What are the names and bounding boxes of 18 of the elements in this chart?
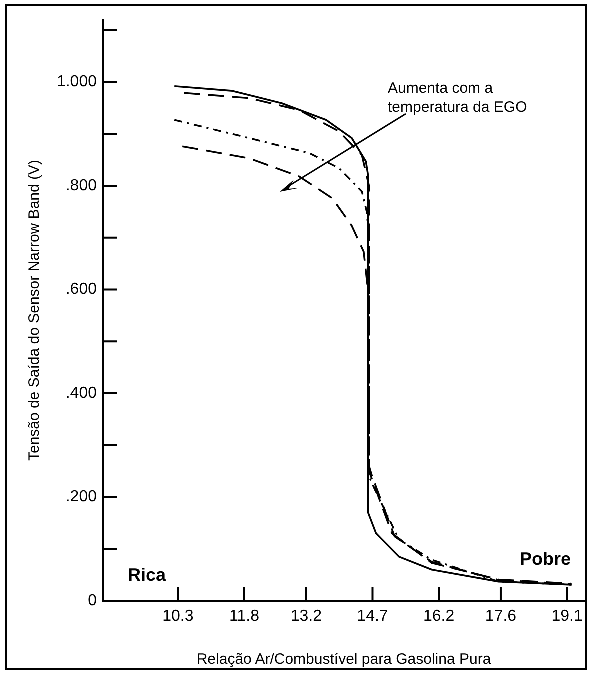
x-tick-label: 19.1 bbox=[552, 608, 583, 626]
annotation: Rica bbox=[128, 564, 166, 586]
x-tick-label: 16.2 bbox=[424, 608, 455, 626]
y-tick-label: .200 bbox=[66, 488, 98, 506]
annotation: Aumenta com a temperatura da EGO bbox=[388, 80, 528, 118]
y-axis-title: Tensão de Saída do Sensor Narrow Band (V) bbox=[26, 160, 44, 462]
x-tick-label: 11.8 bbox=[230, 608, 260, 626]
annotation: Pobre bbox=[520, 548, 572, 570]
x-tick-label: 10.3 bbox=[162, 608, 194, 626]
y-tick-label: .400 bbox=[66, 384, 98, 402]
x-tick-label: 13.2 bbox=[290, 608, 322, 626]
x-axis-title: Relação Ar/Combustível para Gasolina Pura bbox=[196, 651, 492, 668]
x-tick-label: 14.7 bbox=[357, 608, 388, 626]
y-tick-label: 0 bbox=[88, 592, 98, 610]
x-tick-label: 17.6 bbox=[485, 608, 517, 626]
y-tick-label: .800 bbox=[66, 177, 98, 194]
y-tick-label: 1.000 bbox=[56, 74, 98, 91]
y-tick-label: .600 bbox=[66, 281, 98, 298]
